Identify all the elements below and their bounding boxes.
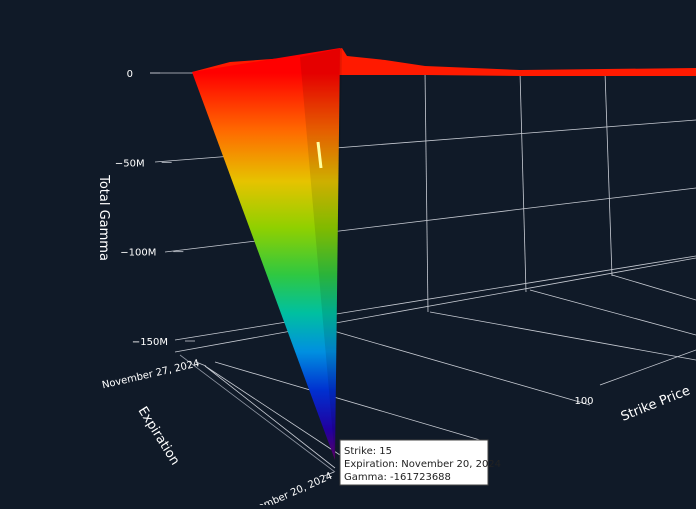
grid-line — [174, 257, 696, 353]
grid-line — [204, 365, 341, 456]
grid-line — [529, 289, 696, 336]
surface-highlight — [316, 141, 323, 169]
z-tick-group: 0 −50M −100M −150M — [115, 69, 195, 348]
grid-line — [329, 329, 591, 406]
grid-line — [164, 187, 696, 253]
x-axis: 100 Strike Price — [574, 349, 696, 425]
grid-line — [174, 255, 696, 341]
z-tick-label: −100M — [120, 248, 156, 259]
surface-spike[interactable] — [192, 48, 340, 460]
x-axis-line — [599, 349, 696, 386]
y-tick-label-nov-20: November 20, 2024 — [239, 471, 335, 505]
grid-line — [429, 311, 696, 361]
z-tick-label: −150M — [132, 337, 168, 348]
tooltip-strike: Strike: 15 — [344, 446, 392, 457]
grid-line — [519, 71, 527, 293]
floor-grid — [174, 257, 696, 473]
tooltip-expiration: Expiration: November 20, 2024 — [344, 459, 501, 470]
y-tick-mark — [323, 471, 335, 477]
surface-spike-shade — [300, 48, 342, 460]
grid-line — [179, 354, 336, 473]
z-tick-label: 0 — [127, 69, 133, 80]
grid-line — [611, 274, 696, 301]
tooltip-gamma: Gamma: -161723688 — [344, 472, 451, 483]
y-axis-title: Expiration — [135, 404, 183, 468]
y-tick-mark — [195, 361, 207, 367]
x-tick-label-100: 100 — [574, 396, 593, 407]
y-axis-line — [204, 365, 336, 469]
grid-line — [424, 70, 429, 313]
z-tick-label: −50M — [115, 158, 145, 169]
y-axis: November 27, 2024 November 20, 2024 Expi… — [101, 358, 336, 509]
tooltip-box — [339, 439, 489, 486]
z-axis: 0 −50M −100M −150M Total Gamma — [96, 69, 195, 348]
grid-line — [604, 71, 613, 277]
z-axis-title: Total Gamma — [96, 174, 111, 261]
x-axis-title: Strike Price — [619, 383, 693, 424]
grid-line — [214, 361, 481, 441]
hover-tooltip: Strike: 15 Expiration: November 20, 2024… — [339, 439, 501, 486]
y-tick-label-nov-27: November 27, 2024 — [101, 358, 201, 391]
